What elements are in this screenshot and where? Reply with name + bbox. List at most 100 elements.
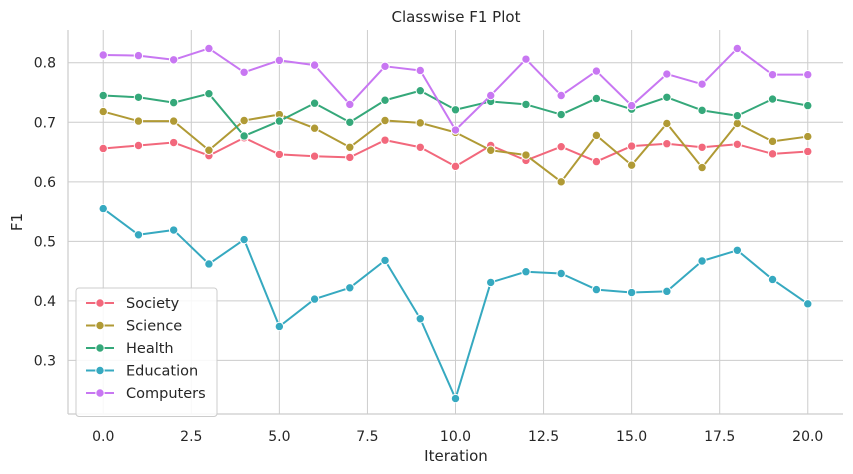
- data-point: [309, 60, 320, 70]
- data-point: [662, 118, 672, 129]
- legend-item-health: Health: [86, 341, 174, 357]
- data-point: [662, 286, 672, 297]
- data-point: [204, 89, 214, 99]
- data-point: [345, 142, 355, 152]
- series-society: [98, 133, 813, 172]
- legend-marker: [95, 388, 105, 398]
- data-point: [521, 267, 531, 277]
- data-point: [98, 90, 108, 101]
- data-point: [803, 146, 813, 157]
- data-point: [767, 69, 778, 80]
- data-point: [767, 274, 778, 285]
- data-point: [380, 115, 390, 126]
- data-point: [450, 393, 461, 404]
- data-point: [204, 259, 214, 269]
- legend-label: Health: [126, 341, 174, 357]
- data-point: [168, 97, 179, 108]
- data-point: [450, 161, 461, 172]
- data-point: [662, 69, 672, 79]
- data-point: [556, 90, 566, 101]
- data-point: [591, 66, 602, 76]
- data-point: [168, 55, 179, 65]
- x-tick-label: 0.0: [92, 429, 114, 445]
- data-point: [345, 99, 355, 110]
- legend-marker: [95, 365, 105, 376]
- data-point: [521, 54, 531, 64]
- y-tick-label: 0.3: [34, 353, 56, 369]
- y-axis-label: F1: [8, 213, 26, 231]
- series-group: [98, 43, 813, 404]
- data-point: [697, 79, 707, 89]
- data-point: [274, 321, 285, 332]
- legend-item-computers: Computers: [86, 386, 206, 402]
- data-point: [732, 245, 743, 255]
- data-point: [450, 125, 461, 135]
- y-tick-label: 0.4: [34, 294, 56, 310]
- chart-title: Classwise F1 Plot: [392, 8, 521, 26]
- legend-marker: [95, 298, 105, 308]
- data-point: [274, 149, 285, 160]
- data-point: [697, 256, 707, 266]
- data-point: [239, 131, 249, 141]
- data-point: [732, 111, 743, 121]
- data-point: [168, 225, 179, 235]
- data-point: [415, 142, 425, 152]
- data-point: [204, 43, 214, 54]
- data-point: [662, 139, 672, 149]
- data-point: [309, 98, 320, 108]
- data-point: [274, 116, 285, 126]
- legend-box: [75, 287, 218, 417]
- data-point: [380, 95, 390, 105]
- series-computers: [98, 43, 813, 135]
- data-point: [98, 203, 108, 214]
- data-point: [380, 135, 390, 145]
- series-education: [98, 203, 813, 404]
- legend-item-education: Education: [86, 364, 198, 380]
- data-point: [98, 106, 108, 117]
- y-tick-label: 0.5: [34, 234, 56, 250]
- y-tick-label: 0.6: [34, 175, 56, 191]
- data-point: [380, 61, 390, 72]
- data-point: [309, 294, 320, 304]
- data-point: [697, 142, 707, 152]
- data-point: [133, 230, 144, 240]
- data-point: [803, 69, 813, 80]
- data-point: [626, 141, 637, 151]
- legend-label: Education: [126, 364, 198, 380]
- data-point: [556, 177, 566, 187]
- data-point: [697, 105, 707, 116]
- data-point: [803, 299, 813, 309]
- data-point: [591, 130, 602, 141]
- data-point: [662, 92, 672, 102]
- data-point: [415, 314, 425, 324]
- data-point: [767, 149, 778, 159]
- data-point: [345, 117, 355, 127]
- data-point: [98, 143, 108, 154]
- data-point: [486, 90, 496, 101]
- legend-label: Science: [126, 319, 182, 335]
- data-point: [168, 116, 179, 126]
- data-point: [803, 100, 813, 111]
- x-tick-label: 10.0: [440, 429, 471, 445]
- data-point: [767, 94, 778, 104]
- data-point: [556, 268, 566, 279]
- data-point: [591, 156, 602, 167]
- data-point: [591, 284, 602, 295]
- data-point: [239, 115, 249, 126]
- data-point: [803, 131, 813, 142]
- data-point: [274, 55, 285, 66]
- data-point: [486, 277, 496, 288]
- data-point: [521, 150, 531, 160]
- x-tick-label: 15.0: [616, 429, 647, 445]
- data-point: [732, 43, 743, 54]
- y-tick-label: 0.8: [34, 56, 56, 72]
- legend-label: Computers: [126, 386, 206, 402]
- data-point: [556, 109, 566, 120]
- legend-item-science: Science: [86, 319, 182, 335]
- data-point: [98, 50, 108, 60]
- data-point: [697, 162, 707, 173]
- data-point: [345, 152, 355, 163]
- legend-marker: [95, 320, 105, 331]
- data-point: [239, 234, 249, 245]
